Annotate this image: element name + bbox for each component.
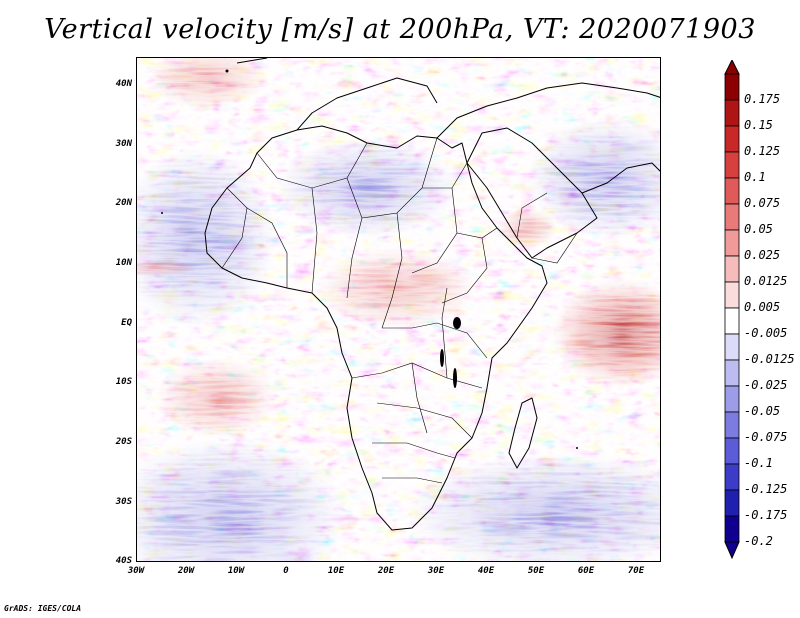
grads-footer: GrADS: IGES/COLA	[4, 604, 82, 613]
colorbar-tick-label: -0.175	[744, 508, 788, 522]
colorbar-cell	[724, 229, 740, 257]
colorbar-cell	[724, 411, 740, 439]
colorbar-cell	[724, 99, 740, 127]
lat-label-eq: EQ	[121, 318, 132, 328]
colorbar-cell	[724, 489, 740, 517]
velocity-field-map	[137, 58, 660, 561]
lat-label-20s: 20S	[115, 437, 132, 447]
lon-label-20w: 20W	[177, 566, 195, 576]
colorbar-tick-label: -0.075	[744, 430, 788, 444]
lon-label-0: 0	[283, 566, 289, 576]
lat-label-20n: 20N	[115, 198, 132, 208]
lon-label-30e: 30E	[427, 566, 445, 576]
colorbar-cell	[724, 151, 740, 179]
colorbar	[724, 60, 740, 560]
lat-label-40s: 40S	[115, 556, 132, 566]
colorbar-tick-label: 0.15	[744, 118, 773, 132]
colorbar-cell	[724, 515, 740, 543]
lon-label-40e: 40E	[477, 566, 495, 576]
lon-label-50e: 50E	[527, 566, 545, 576]
colorbar-tick-label: 0.005	[744, 300, 781, 314]
colorbar-tick-label: -0.0125	[744, 352, 795, 366]
colorbar-tick-label: 0.0125	[744, 274, 788, 288]
colorbar-cell	[724, 255, 740, 283]
lakes	[161, 69, 578, 449]
colorbar-bottom-arrow	[724, 541, 740, 560]
colorbar-tick-label: 0.125	[744, 144, 781, 158]
colorbar-cell	[724, 307, 740, 335]
colorbar-tick-label: -0.025	[744, 378, 788, 392]
lon-label-60e: 60E	[577, 566, 595, 576]
colorbar-cell	[724, 463, 740, 491]
map-panel	[136, 57, 661, 562]
colorbar-tick-label: -0.05	[744, 404, 781, 418]
colorbar-tick-label: -0.125	[744, 482, 788, 496]
lon-label-20e: 20E	[377, 566, 395, 576]
colorbar-cell	[724, 177, 740, 205]
lon-label-70e: 70E	[627, 566, 645, 576]
lat-label-30s: 30S	[115, 497, 132, 507]
colorbar-cell	[724, 125, 740, 153]
colorbar-tick-label: 0.025	[744, 248, 781, 262]
lat-label-30n: 30N	[115, 139, 132, 149]
colorbar-cell	[724, 281, 740, 309]
lon-label-30w: 30W	[127, 566, 145, 576]
lon-label-10w: 10W	[227, 566, 245, 576]
colorbar-tick-label: -0.005	[744, 326, 788, 340]
lat-label-10n: 10N	[115, 258, 132, 268]
colorbar-cell	[724, 359, 740, 387]
plot-title: Vertical velocity [m/s] at 200hPa, VT: 2…	[44, 14, 756, 45]
colorbar-top-arrow	[724, 60, 740, 75]
lat-label-10s: 10S	[115, 377, 132, 387]
colorbar-cell	[724, 73, 740, 101]
colorbar-tick-label: 0.1	[744, 170, 766, 184]
colorbar-cell	[724, 437, 740, 465]
colorbar-cell	[724, 333, 740, 361]
colorbar-cell	[724, 385, 740, 413]
colorbar-tick-label: 0.05	[744, 222, 773, 236]
colorbar-tick-label: -0.2	[744, 534, 773, 548]
colorbar-tick-label: 0.075	[744, 196, 781, 210]
lat-label-40n: 40N	[115, 79, 132, 89]
lon-label-10e: 10E	[327, 566, 345, 576]
colorbar-tick-label: -0.1	[744, 456, 773, 470]
colorbar-cell	[724, 203, 740, 231]
country-borders	[221, 137, 578, 484]
colorbar-tick-label: 0.175	[744, 92, 781, 106]
coastlines	[204, 58, 660, 531]
